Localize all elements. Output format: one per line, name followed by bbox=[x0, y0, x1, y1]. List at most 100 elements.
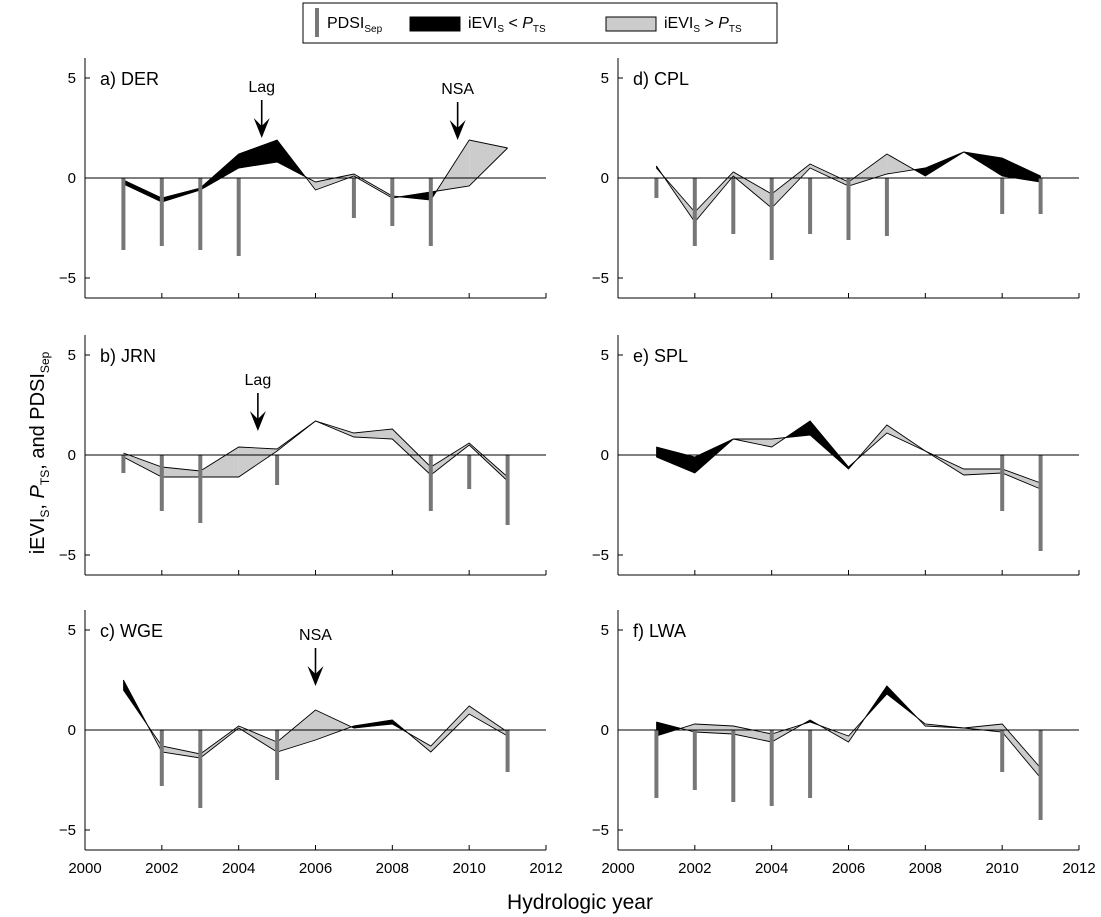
x-tick-label: 2012 bbox=[529, 860, 562, 877]
x-tick-label: 2000 bbox=[68, 860, 101, 877]
panel-title: f) LWA bbox=[633, 621, 686, 641]
panel-title: b) JRN bbox=[100, 346, 156, 366]
pdsi-bar bbox=[769, 178, 774, 260]
difference-area bbox=[277, 710, 316, 752]
arrow-head bbox=[253, 118, 270, 138]
pdsi-bar bbox=[121, 455, 126, 473]
pdsi-bar bbox=[467, 455, 472, 489]
pts-line bbox=[656, 685, 1041, 779]
pdsi-bar bbox=[1000, 730, 1005, 772]
pdsi-bar bbox=[198, 730, 203, 808]
pdsi-bar bbox=[1038, 730, 1043, 820]
ievi-line bbox=[123, 420, 508, 478]
pdsi-bar bbox=[846, 178, 851, 240]
difference-area bbox=[161, 746, 201, 758]
ievi-line bbox=[123, 689, 508, 755]
difference-area bbox=[733, 172, 772, 208]
difference-area bbox=[886, 154, 915, 174]
y-tick-label: 0 bbox=[601, 170, 609, 187]
y-tick-label: 0 bbox=[601, 722, 609, 739]
y-tick-label: 5 bbox=[601, 622, 609, 639]
chart-panel: 5 0 −5 e) SPL bbox=[592, 335, 1080, 576]
chart-panel: 5 0 −5 2000 2002 2004 2006 2008 2010 2012 f) LWA bbox=[592, 610, 1096, 877]
pts-line bbox=[123, 679, 508, 759]
pdsi-bar bbox=[1000, 455, 1005, 511]
pdsi-bar bbox=[731, 730, 736, 802]
y-tick-label: 0 bbox=[68, 170, 76, 187]
pdsi-bar bbox=[692, 730, 697, 790]
pdsi-bar bbox=[159, 178, 164, 246]
pdsi-bar bbox=[1038, 178, 1043, 214]
annotation-arrow: NSA bbox=[441, 81, 474, 140]
pdsi-bar bbox=[198, 455, 203, 523]
legend-swatch-fill bbox=[605, 16, 657, 32]
ievi-line bbox=[123, 139, 508, 203]
x-tick-label: 2002 bbox=[145, 860, 178, 877]
y-tick-label: −5 bbox=[59, 270, 76, 287]
difference-area bbox=[656, 721, 682, 737]
ievi-line bbox=[656, 424, 1041, 484]
y-tick-label: 5 bbox=[68, 70, 76, 87]
chart-panel: 5 0 −5 d) CPL bbox=[592, 58, 1080, 299]
y-tick-label: −5 bbox=[59, 547, 76, 564]
annotation-arrow: Lag bbox=[245, 372, 272, 431]
legend-item: PDSISep bbox=[315, 8, 383, 37]
y-tick-label: 0 bbox=[601, 447, 609, 464]
annotation-label: NSA bbox=[441, 81, 474, 98]
pdsi-bar bbox=[121, 178, 126, 250]
y-tick-label: 5 bbox=[68, 622, 76, 639]
x-tick-label: 2004 bbox=[222, 860, 255, 877]
chart-panel: 5 0 −5 a) DER Lag NSA bbox=[59, 58, 547, 299]
difference-area bbox=[694, 724, 734, 734]
y-tick-label: −5 bbox=[592, 270, 609, 287]
difference-area bbox=[656, 446, 696, 474]
pdsi-bar bbox=[275, 730, 280, 780]
y-tick-label: −5 bbox=[59, 822, 76, 839]
y-tick-label: 5 bbox=[68, 347, 76, 364]
difference-area bbox=[963, 724, 1003, 732]
pdsi-bar bbox=[808, 730, 813, 798]
pdsi-bar bbox=[351, 178, 356, 218]
difference-area bbox=[430, 706, 470, 752]
pts-line bbox=[123, 139, 508, 199]
y-tick-label: 0 bbox=[68, 722, 76, 739]
pdsi-bar bbox=[654, 178, 659, 198]
pdsi-bar bbox=[884, 178, 889, 236]
annotation-arrow: NSA bbox=[299, 627, 332, 686]
pdsi-bar bbox=[769, 730, 774, 806]
legend-item: iEVIS > PTS bbox=[605, 15, 742, 35]
annotation-arrow: Lag bbox=[248, 79, 275, 138]
pdsi-bar bbox=[428, 455, 433, 511]
y-axis-label: iEVIS, PTS, and PDSISep bbox=[27, 351, 52, 554]
x-tick-label: 2010 bbox=[985, 860, 1018, 877]
pdsi-bar bbox=[808, 178, 813, 234]
arrow-head bbox=[249, 411, 266, 431]
difference-area bbox=[238, 447, 278, 477]
legend-item: iEVIS < PTS bbox=[409, 15, 546, 35]
legend: PDSISep iEVIS < PTS iEVIS > PTS bbox=[302, 2, 778, 44]
x-tick-label: 2006 bbox=[299, 860, 332, 877]
annotation-label: Lag bbox=[245, 372, 272, 389]
ievi-line bbox=[656, 693, 1041, 769]
pdsi-bar bbox=[275, 455, 280, 485]
pdsi-bar bbox=[428, 178, 433, 246]
panel-title: a) DER bbox=[100, 69, 159, 89]
panel-title: e) SPL bbox=[633, 346, 688, 366]
pts-line bbox=[123, 420, 508, 482]
pdsi-bar bbox=[390, 178, 395, 226]
difference-area bbox=[200, 447, 239, 477]
difference-area bbox=[123, 453, 162, 477]
x-tick-label: 2008 bbox=[909, 860, 942, 877]
arrow-head bbox=[449, 120, 466, 140]
pdsi-bar bbox=[159, 730, 164, 786]
x-tick-label: 2006 bbox=[832, 860, 865, 877]
chart-panel: 5 0 −5 2000 2002 2004 2006 2008 2010 2012 c) WGE NS… bbox=[59, 610, 563, 877]
pdsi-bar bbox=[236, 178, 241, 256]
x-tick-label: 2008 bbox=[376, 860, 409, 877]
difference-area bbox=[161, 467, 201, 477]
x-axis-label: Hydrologic year bbox=[507, 891, 653, 914]
pdsi-bar bbox=[505, 455, 510, 525]
annotation-label: Lag bbox=[248, 79, 275, 96]
x-tick-label: 2004 bbox=[755, 860, 788, 877]
